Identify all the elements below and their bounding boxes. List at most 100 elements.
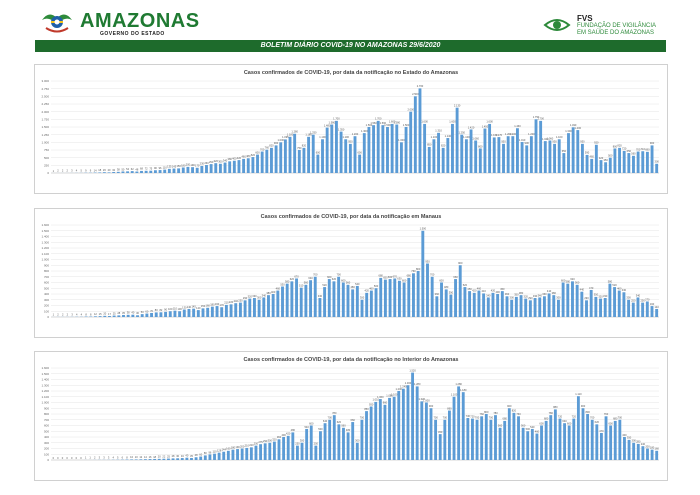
data-label: 38 (127, 311, 130, 315)
data-label: 900 (525, 141, 530, 145)
data-label: 520 (612, 283, 617, 287)
bar (191, 167, 194, 173)
bar (279, 142, 283, 173)
y-tick-label: 0 (47, 458, 49, 462)
data-label: 1.580 (394, 120, 401, 124)
bar (526, 431, 530, 460)
data-label: 1.010 (372, 398, 379, 402)
page-header: AMAZONAS GOVERNO DO ESTADO FVS FUNDAÇÃO … (0, 0, 700, 38)
data-label: 9 (90, 169, 92, 173)
bar (195, 167, 199, 173)
data-label: 330 (318, 294, 323, 298)
bar (213, 453, 216, 460)
bar (440, 282, 443, 317)
data-label: 540 (304, 425, 309, 429)
data-label: 620 (290, 277, 295, 281)
data-label: 80 (155, 308, 158, 312)
data-label: 40 (185, 454, 188, 458)
bar (544, 420, 548, 460)
bar (397, 280, 401, 317)
bar (238, 302, 242, 317)
data-label: 1.500 (420, 227, 427, 231)
bar (475, 419, 479, 460)
data-label: 145 (191, 304, 196, 308)
data-label: 300 (360, 296, 365, 300)
data-label: 680 (379, 274, 384, 278)
y-tick-label: 1.300 (41, 240, 49, 244)
data-label: 8 (126, 455, 128, 459)
bar (365, 411, 368, 460)
y-tick-label: 1.300 (41, 383, 49, 387)
data-label: 320 (214, 159, 219, 163)
bar (208, 454, 212, 460)
data-label: 360 (542, 292, 547, 296)
data-label: 2.000 (407, 107, 414, 111)
bar (641, 446, 645, 460)
data-label: 1.310 (435, 129, 442, 133)
data-label: 1 (89, 456, 91, 460)
bar (562, 153, 566, 173)
bar (406, 385, 410, 460)
data-label: 670 (294, 274, 299, 278)
data-label: 760 (411, 269, 416, 273)
bar (430, 276, 434, 317)
data-label: 960 (383, 401, 388, 405)
data-label: 300 (510, 296, 515, 300)
data-label: 1.450 (482, 124, 489, 128)
bar (641, 151, 645, 173)
data-label: 3 (99, 456, 101, 460)
y-tick-label: 400 (44, 292, 49, 296)
data-label: 900 (507, 404, 512, 408)
data-label: 300 (355, 439, 360, 443)
data-label: 660 (327, 275, 332, 279)
bar (178, 311, 182, 317)
data-label: 460 (617, 286, 622, 290)
bar (572, 418, 576, 460)
data-label: 460 (241, 155, 246, 159)
state-subtitle: GOVERNO DO ESTADO (100, 31, 165, 37)
bar (325, 127, 329, 173)
data-label: 580 (566, 279, 571, 283)
data-label: 260 (204, 161, 209, 165)
data-label: 200 (240, 444, 245, 448)
bar (379, 277, 383, 317)
data-label: 450 (438, 430, 443, 434)
bar (571, 127, 575, 173)
data-label: 1.110 (575, 392, 582, 396)
data-label: 200 (186, 163, 191, 167)
bar (552, 295, 556, 317)
bar (223, 162, 227, 173)
bar (538, 297, 542, 317)
data-label: 140 (654, 305, 659, 309)
data-label: 1.100 (391, 393, 398, 397)
bar (262, 297, 266, 317)
bar (524, 298, 528, 317)
data-label: 15 (99, 312, 102, 316)
data-label: 1.080 (386, 394, 393, 398)
data-label: 800 (613, 144, 618, 148)
bar (277, 439, 281, 460)
bar (553, 409, 557, 460)
data-label: 72 (145, 167, 148, 171)
y-tick-label: 900 (44, 263, 49, 267)
data-label: 200 (645, 444, 650, 448)
data-label: 760 (516, 412, 521, 416)
bar (429, 408, 433, 460)
bar (567, 133, 570, 173)
bar (655, 163, 659, 173)
data-label: 800 (484, 410, 489, 414)
data-label: 390 (449, 290, 454, 294)
bar (636, 151, 640, 173)
data-label: 8 (90, 312, 92, 316)
bar (309, 280, 313, 317)
bar (130, 459, 134, 460)
data-label: 2.130 (454, 103, 461, 107)
data-label: 600 (608, 421, 613, 425)
bar (290, 281, 294, 317)
bar (383, 404, 387, 460)
data-label: 670 (393, 274, 398, 278)
data-label: 720 (622, 147, 627, 151)
bar (291, 432, 295, 460)
data-label: 120 (196, 306, 201, 310)
data-label: 340 (223, 158, 228, 162)
